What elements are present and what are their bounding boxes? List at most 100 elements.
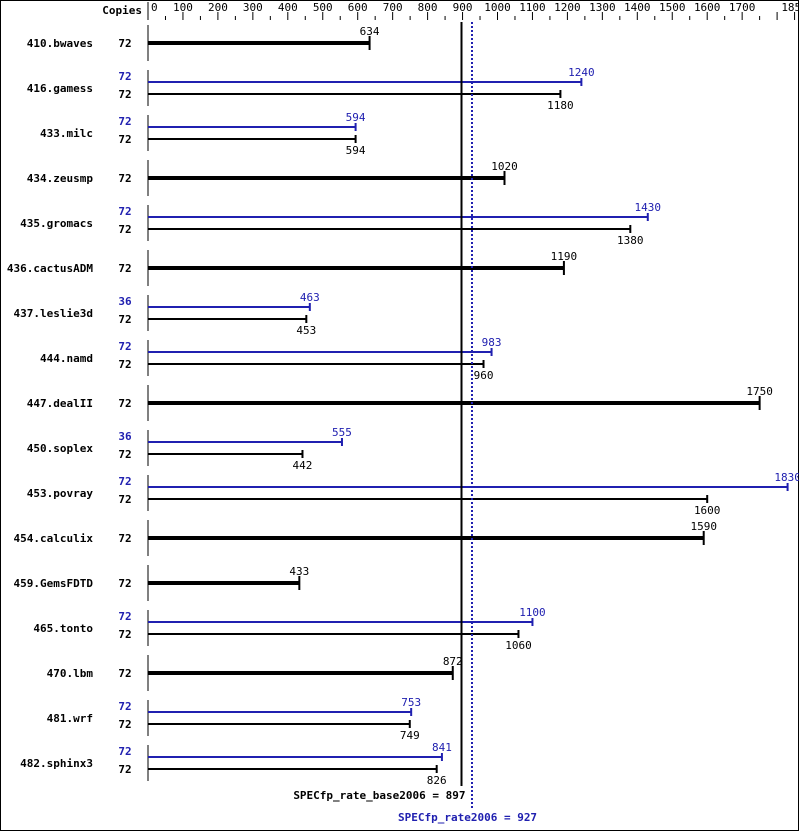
tick-label: 200 xyxy=(208,1,228,14)
benchmark-label: 459.GemsFDTD xyxy=(14,577,94,590)
benchmark-label: 410.bwaves xyxy=(27,37,93,50)
base-copies: 72 xyxy=(118,763,131,776)
base-value: 1600 xyxy=(694,504,721,517)
peak-copies: 72 xyxy=(118,115,131,128)
base-value: 960 xyxy=(474,369,494,382)
peak-copies: 72 xyxy=(118,340,131,353)
benchmark-label: 436.cactusADM xyxy=(7,262,93,275)
benchmark-label: 481.wrf xyxy=(47,712,93,725)
base-copies: 72 xyxy=(118,628,131,641)
peak-copies: 36 xyxy=(118,295,132,308)
tick-label: 500 xyxy=(313,1,333,14)
base-value: 749 xyxy=(400,729,420,742)
peak-copies: 72 xyxy=(118,475,131,488)
base-value: 634 xyxy=(360,25,380,38)
benchmark-label: 470.lbm xyxy=(47,667,94,680)
peak-bar xyxy=(148,306,310,308)
base-value: 826 xyxy=(427,774,447,787)
peak-copies: 72 xyxy=(118,205,131,218)
peak-value: 463 xyxy=(300,291,320,304)
base-bar xyxy=(148,498,708,500)
base-copies: 72 xyxy=(118,172,131,185)
benchmark-label: 444.namd xyxy=(40,352,93,365)
base-bar xyxy=(148,401,760,405)
benchmark-label: 416.gamess xyxy=(27,82,93,95)
base-value: 433 xyxy=(289,565,309,578)
base-value: 594 xyxy=(346,144,366,157)
base-copies: 72 xyxy=(118,133,131,146)
peak-value: 1830 xyxy=(774,471,799,484)
base-value: 1750 xyxy=(746,385,773,398)
base-copies: 72 xyxy=(118,577,131,590)
peak-copies: 72 xyxy=(118,70,131,83)
benchmark-label: 435.gromacs xyxy=(20,217,93,230)
base-copies: 72 xyxy=(118,88,131,101)
peak-value: 841 xyxy=(432,741,452,754)
base-copies: 72 xyxy=(118,667,131,680)
copies-header: Copies xyxy=(102,4,142,17)
base-summary-label: SPECfp_rate_base2006 = 897 xyxy=(293,789,465,802)
tick-label: 800 xyxy=(418,1,438,14)
peak-copies: 72 xyxy=(118,610,131,623)
base-copies: 72 xyxy=(118,358,131,371)
peak-value: 1100 xyxy=(519,606,546,619)
base-bar xyxy=(148,363,484,365)
peak-copies: 72 xyxy=(118,745,131,758)
tick-label: 1100 xyxy=(519,1,546,14)
tick-label: 400 xyxy=(278,1,298,14)
base-bar xyxy=(148,176,505,180)
tick-label: 1600 xyxy=(694,1,721,14)
peak-value: 1430 xyxy=(635,201,662,214)
base-bar xyxy=(148,93,561,95)
peak-value: 1240 xyxy=(568,66,595,79)
tick-label: 100 xyxy=(173,1,193,14)
base-copies: 72 xyxy=(118,493,131,506)
base-bar xyxy=(148,138,356,140)
base-copies: 72 xyxy=(118,313,131,326)
tick-label: 600 xyxy=(348,1,368,14)
peak-value: 753 xyxy=(401,696,421,709)
tick-label: 1200 xyxy=(554,1,581,14)
base-copies: 72 xyxy=(118,448,131,461)
peak-bar xyxy=(148,486,788,488)
base-copies: 72 xyxy=(118,37,131,50)
base-copies: 72 xyxy=(118,223,131,236)
benchmark-label: 450.soplex xyxy=(27,442,94,455)
peak-bar xyxy=(148,216,648,218)
benchmark-label: 453.povray xyxy=(27,487,94,500)
benchmark-label: 482.sphinx3 xyxy=(20,757,93,770)
peak-bar xyxy=(148,126,356,128)
base-value: 1060 xyxy=(505,639,532,652)
base-copies: 72 xyxy=(118,262,131,275)
peak-copies: 72 xyxy=(118,700,131,713)
peak-bar xyxy=(148,756,442,758)
tick-label: 700 xyxy=(383,1,403,14)
base-bar xyxy=(148,723,410,725)
benchmark-label: 454.calculix xyxy=(14,532,94,545)
tick-label: 1300 xyxy=(589,1,616,14)
base-bar xyxy=(148,633,519,635)
tick-label: 0 xyxy=(151,1,158,14)
base-bar xyxy=(148,453,303,455)
base-value: 442 xyxy=(293,459,313,472)
peak-value: 594 xyxy=(346,111,366,124)
base-bar xyxy=(148,536,704,540)
base-copies: 72 xyxy=(118,532,131,545)
tick-label: 1400 xyxy=(624,1,651,14)
tick-label: 1700 xyxy=(729,1,756,14)
base-bar xyxy=(148,266,564,270)
benchmark-label: 465.tonto xyxy=(33,622,93,635)
base-value: 1020 xyxy=(491,160,518,173)
benchmark-label: 434.zeusmp xyxy=(27,172,94,185)
base-bar xyxy=(148,768,437,770)
base-bar xyxy=(148,671,453,675)
base-bar xyxy=(148,581,300,585)
base-value: 1180 xyxy=(547,99,574,112)
peak-bar xyxy=(148,81,582,83)
base-bar xyxy=(148,41,370,45)
base-value: 453 xyxy=(296,324,316,337)
peak-summary-label: SPECfp_rate2006 = 927 xyxy=(398,811,537,824)
peak-copies: 36 xyxy=(118,430,132,443)
peak-bar xyxy=(148,351,492,353)
